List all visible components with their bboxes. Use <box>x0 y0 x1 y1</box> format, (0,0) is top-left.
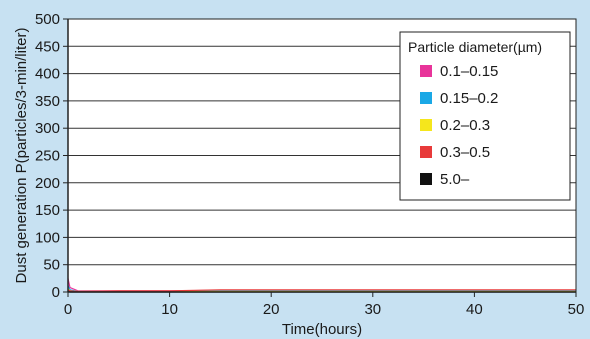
legend-box <box>399 31 571 201</box>
legend-label-3: 0.2–0.3 <box>440 117 490 134</box>
legend-swatch-5 <box>420 173 432 185</box>
legend-title: Particle diameter(µm) <box>408 39 542 55</box>
y-tick-label: 400 <box>35 66 60 83</box>
legend: Particle diameter(µm) 0.1–0.15 0.15–0.2 0.… <box>399 31 571 201</box>
y-tick-label: 300 <box>35 120 60 137</box>
y-tick-label: 450 <box>35 38 60 55</box>
legend-label-5: 5.0– <box>440 171 470 188</box>
legend-swatch-4 <box>420 146 432 158</box>
y-tick-label: 250 <box>35 148 60 165</box>
y-tick-label: 100 <box>35 229 60 246</box>
y-tick-label: 50 <box>43 257 60 274</box>
legend-swatch-1 <box>420 65 432 77</box>
x-tick-label: 40 <box>466 301 483 318</box>
x-tick-label: 30 <box>364 301 381 318</box>
legend-swatch-3 <box>420 119 432 131</box>
y-tick-label: 200 <box>35 175 60 192</box>
legend-label-1: 0.1–0.15 <box>440 63 498 80</box>
y-tick-label: 500 <box>35 11 60 28</box>
x-tick-label: 0 <box>64 301 72 318</box>
legend-swatch-2 <box>420 92 432 104</box>
legend-label-4: 0.3–0.5 <box>440 144 490 161</box>
y-axis-title: Dust generation P(particles/3-min/liter) <box>13 28 30 284</box>
x-tick-label: 20 <box>263 301 280 318</box>
y-tick-label: 350 <box>35 93 60 110</box>
x-tick-label: 10 <box>161 301 178 318</box>
x-axis-title: Time(hours) <box>282 321 362 338</box>
legend-label-2: 0.15–0.2 <box>440 90 498 107</box>
y-tick-label: 0 <box>52 284 60 301</box>
y-tick-label: 150 <box>35 202 60 219</box>
x-tick-label: 50 <box>568 301 585 318</box>
